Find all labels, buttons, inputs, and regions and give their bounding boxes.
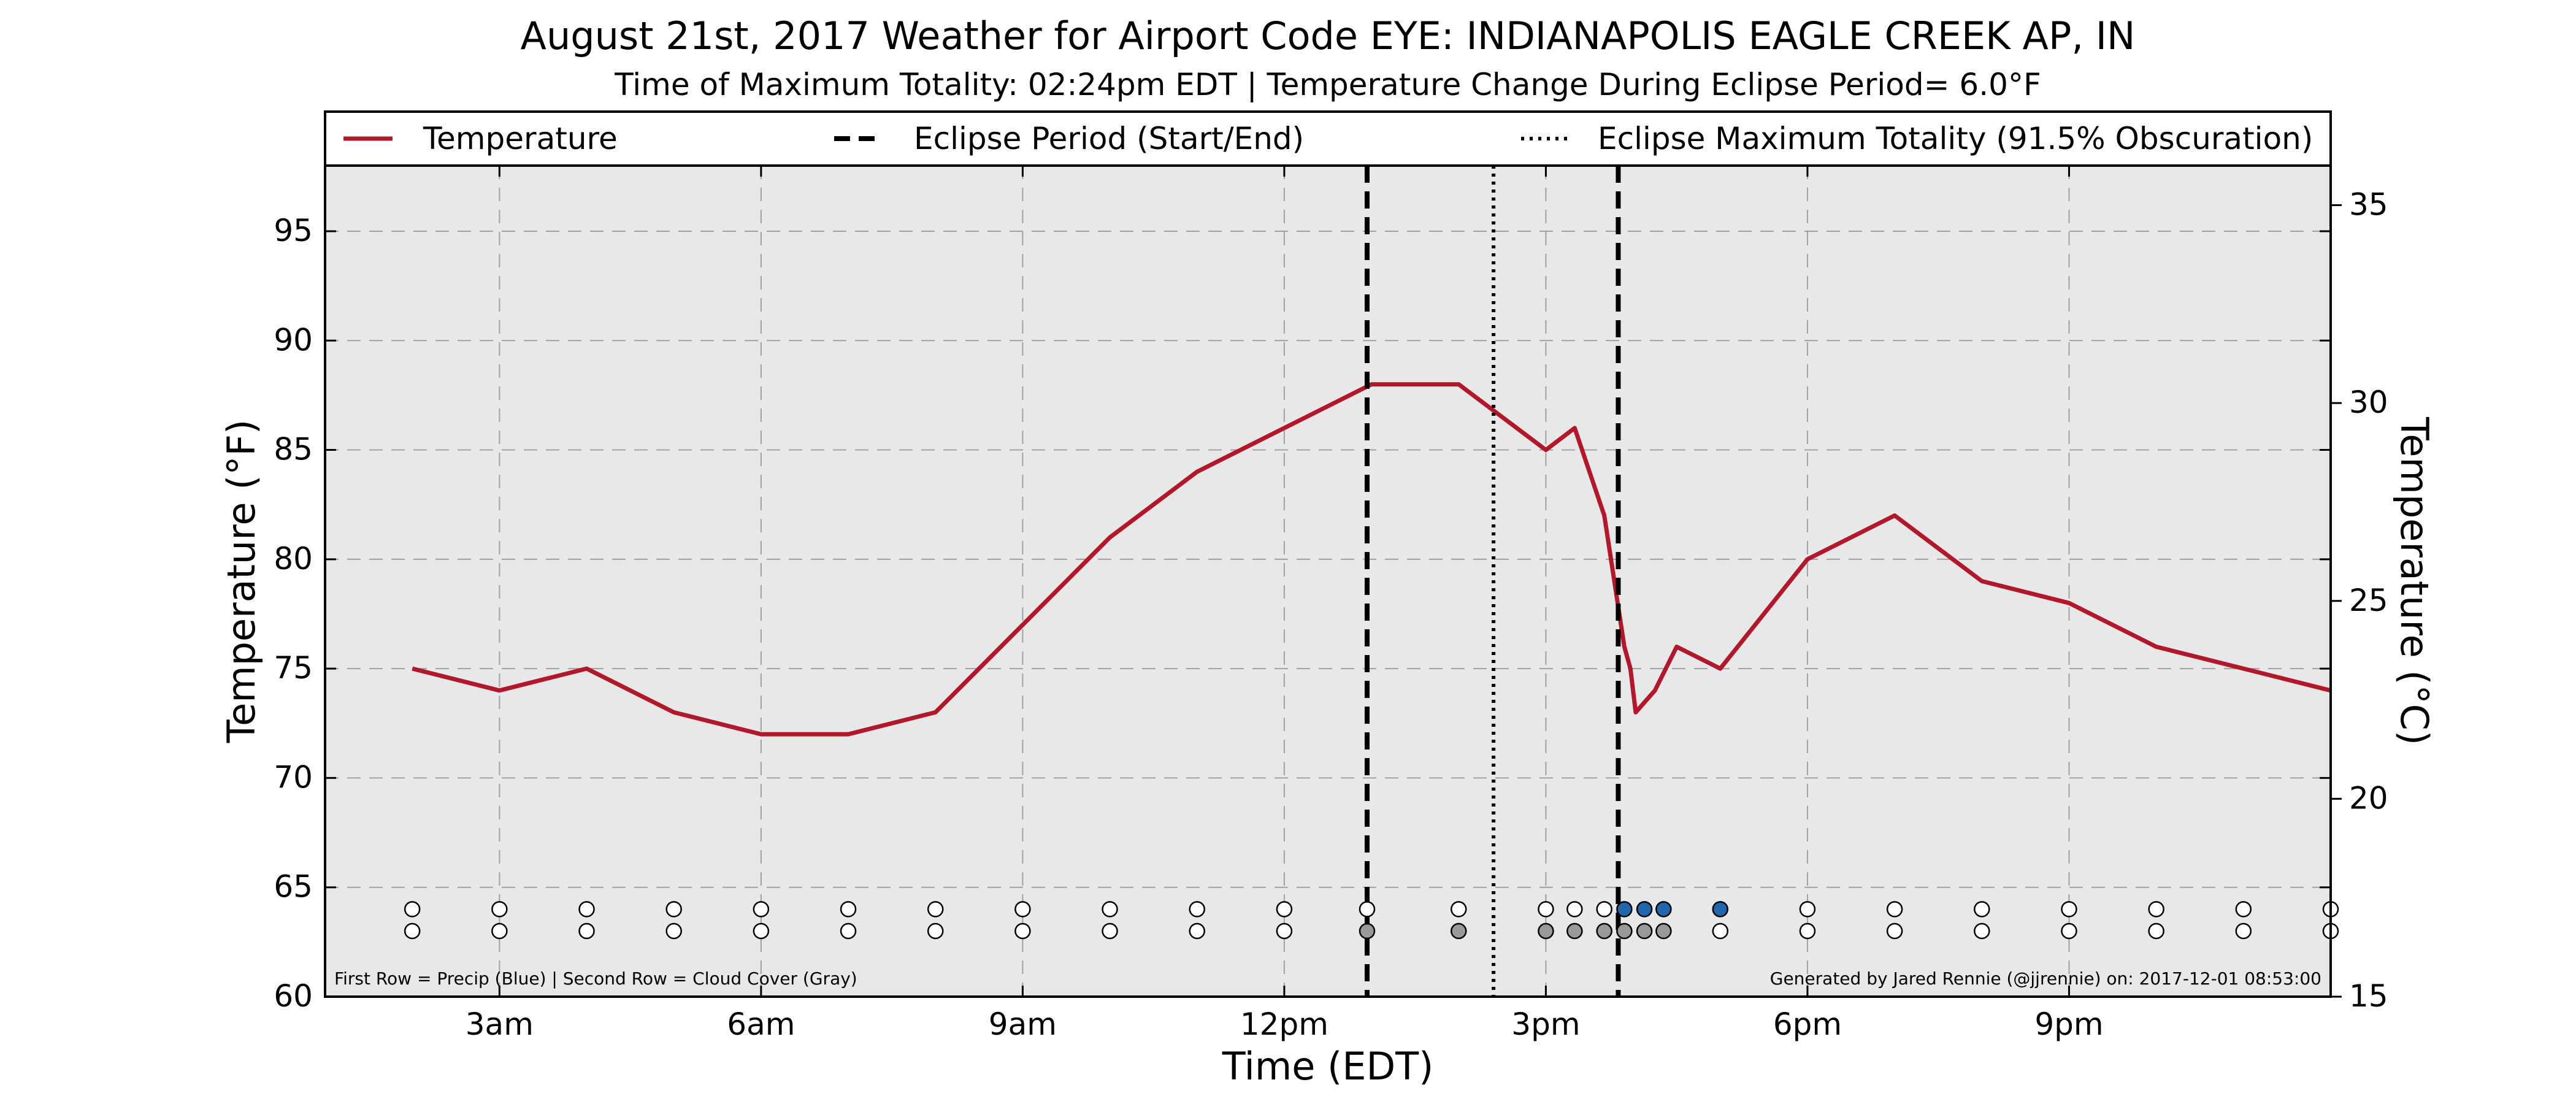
y2-tick-label: 15 [2349,978,2388,1014]
cloud-dot [1189,922,1205,940]
footnote-left: First Row = Precip (Blue) | Second Row =… [334,968,857,989]
cloud-dot [1655,922,1672,940]
cloud-dot [1276,922,1293,940]
chart-subtitle: Time of Maximum Totality: 02:24pm EDT | … [614,67,2041,102]
y2-tick-label: 25 [2349,583,2388,618]
cloud-dot [1636,922,1653,940]
cloud-dot [1974,922,1990,940]
cloud-dot [1451,922,1467,940]
precip-dot [665,901,682,918]
y-tick-label: 90 [274,322,313,358]
precip-dot [1712,901,1729,918]
precip-dot [1886,901,1903,918]
precip-dot [578,901,595,918]
cloud-dot [1359,922,1376,940]
x-tick-label: 9pm [2034,1006,2103,1042]
precip-dot [927,901,944,918]
cloud-dot [1886,922,1903,940]
cloud-dot [404,922,421,940]
chart-title: August 21st, 2017 Weather for Airport Co… [521,13,2136,58]
y2-tick-label: 20 [2349,780,2388,816]
precip-dot [1655,901,1672,918]
cloud-dot [1538,922,1554,940]
x-tick-label: 3pm [1511,1006,1580,1042]
cloud-dot [1102,922,1118,940]
x-tick-label: 6am [727,1006,795,1042]
cloud-dot [2061,922,2077,940]
y-tick-label: 65 [274,869,313,905]
precip-dot [1596,901,1612,918]
cloud-dot [840,922,857,940]
precip-dot [1799,901,1816,918]
x-tick-label: 3am [466,1006,534,1042]
legend-temperature-label: Temperature [423,121,618,156]
legend-box [324,110,2332,167]
legend-eclipse-period-label: Eclipse Period (Start/End) [914,121,1304,156]
cloud-dot [1014,922,1031,940]
cloud-dot [578,922,595,940]
x-tick-label: 6pm [1773,1006,1842,1042]
cloud-dot [2148,922,2164,940]
y-tick-label: 85 [274,432,313,467]
y-tick-label: 95 [274,213,313,248]
y-axis-label-right: Temperature (°C) [2392,416,2437,745]
y2-tick-label: 35 [2349,187,2388,223]
cloud-dot [2235,922,2252,940]
precip-dot [1451,901,1467,918]
y-tick-label: 75 [274,650,313,686]
precip-dot [2235,901,2252,918]
cloud-dot [927,922,944,940]
precip-dot [404,901,421,918]
x-axis-label: Time (EDT) [1222,1044,1434,1089]
x-tick-label: 9am [989,1006,1057,1042]
cloud-dot [753,922,770,940]
precip-dot [1538,901,1554,918]
plot-area [325,166,2331,997]
y-tick-label: 80 [274,541,313,577]
precip-dot [1636,901,1653,918]
cloud-dot [491,922,508,940]
y2-tick-label: 30 [2349,385,2388,420]
precip-dot [1974,901,1990,918]
cloud-dot [1712,922,1729,940]
cloud-dot [1799,922,1816,940]
precip-dot [2148,901,2164,918]
x-tick-label: 12pm [1240,1006,1328,1042]
precip-dot [1359,901,1376,918]
precip-dot [1102,901,1118,918]
legend-eclipse-max-label: Eclipse Maximum Totality (91.5% Obscurat… [1598,121,2313,156]
precip-dot [1566,901,1583,918]
precip-dot [753,901,770,918]
precip-dot [1616,901,1633,918]
cloud-dot [1566,922,1583,940]
cloud-dot [1596,922,1612,940]
y-tick-label: 70 [274,759,313,795]
precip-dot [491,901,508,918]
y-tick-label: 60 [274,978,313,1014]
precip-dot [840,901,857,918]
y-axis-label-left: Temperature (°F) [219,420,264,743]
precip-dot [1276,901,1293,918]
cloud-dot [1616,922,1633,940]
cloud-dot [665,922,682,940]
precip-dot [2061,901,2077,918]
footnote-right: Generated by Jared Rennie (@jjrennie) on… [1770,968,2321,989]
precip-dot [1189,901,1205,918]
precip-dot [1014,901,1031,918]
